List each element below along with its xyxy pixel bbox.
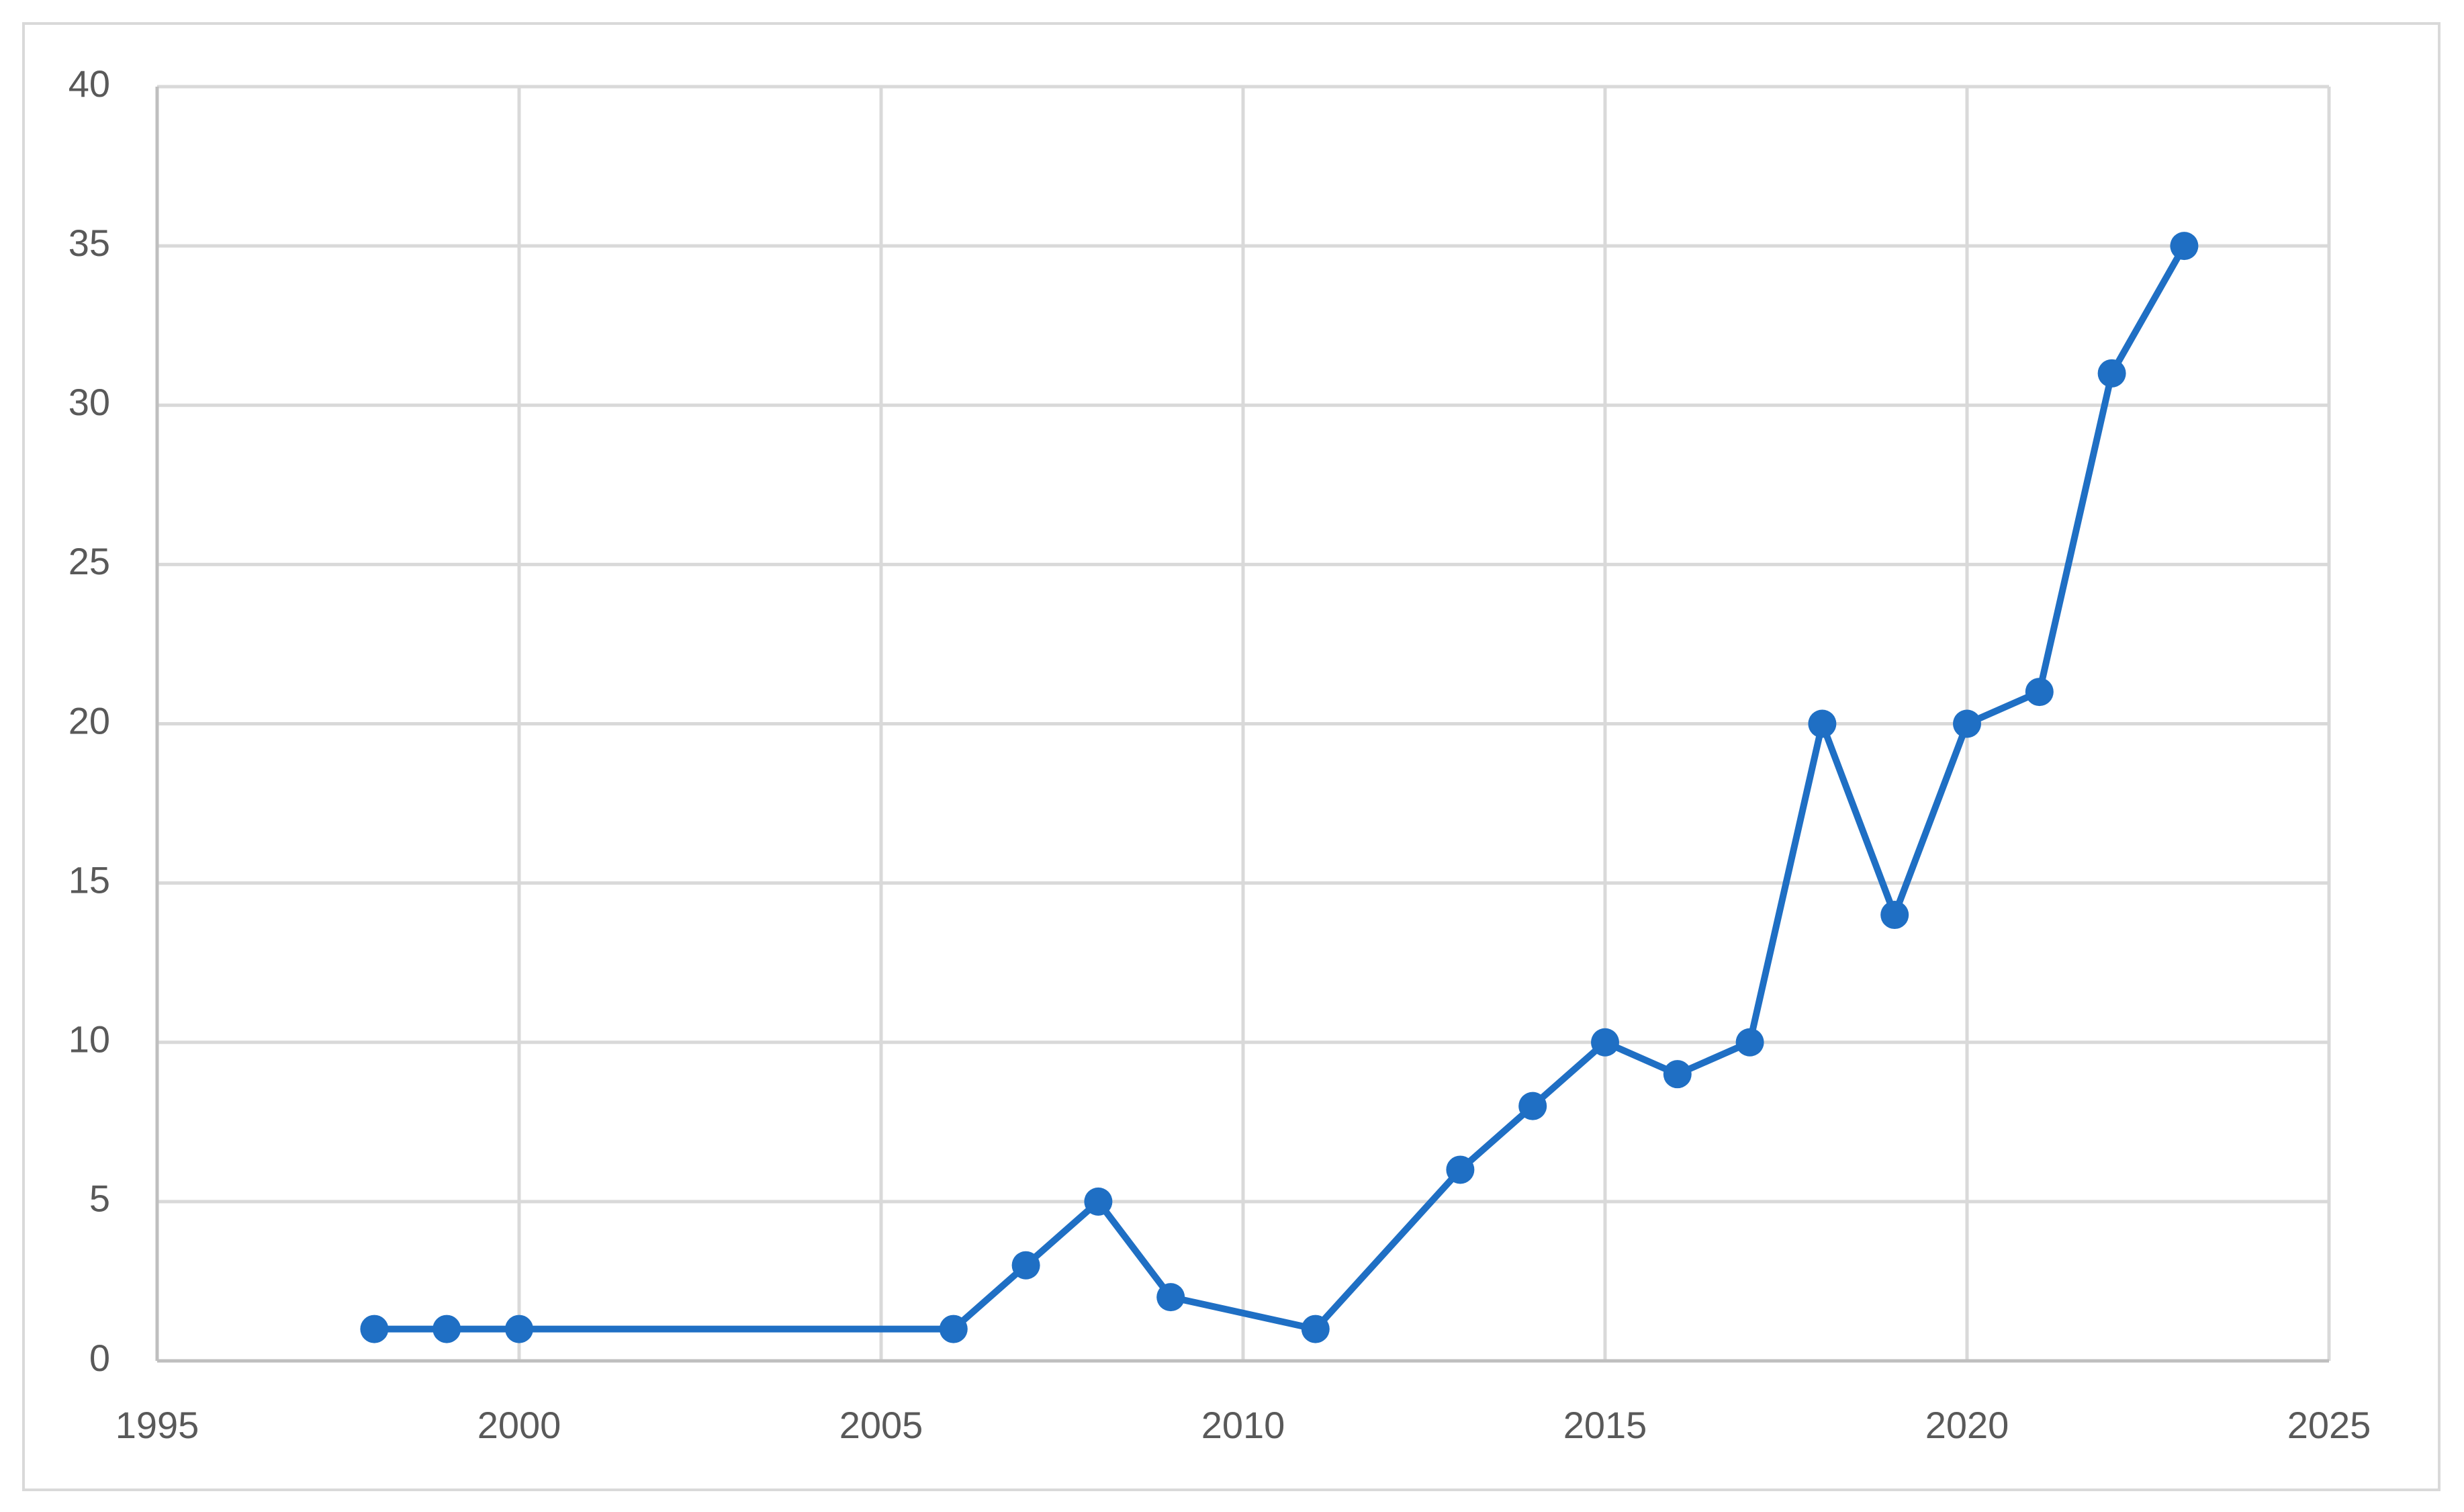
data-point (1518, 1092, 1547, 1120)
y-tick-label: 35 (69, 222, 110, 264)
data-point (1880, 901, 1909, 930)
data-point (360, 1315, 389, 1343)
data-point (1808, 709, 1837, 738)
data-point (1011, 1251, 1040, 1280)
y-tick-label: 20 (69, 699, 110, 742)
x-tick-label: 2025 (2287, 1404, 2371, 1446)
y-tick-label: 5 (89, 1177, 110, 1220)
data-point (939, 1315, 968, 1343)
data-point (2097, 359, 2126, 388)
y-tick-label: 30 (69, 381, 110, 423)
data-point (432, 1315, 461, 1343)
data-point (1446, 1155, 1475, 1184)
y-tick-label: 10 (69, 1018, 110, 1061)
x-tick-label: 2000 (477, 1404, 561, 1446)
y-tick-label: 40 (69, 62, 110, 105)
x-tick-label: 2015 (1563, 1404, 1647, 1446)
data-point (1953, 709, 1981, 738)
data-point (2170, 232, 2199, 261)
data-point (1663, 1060, 1692, 1089)
data-point (505, 1315, 533, 1343)
data-point (1084, 1187, 1113, 1216)
data-point (1735, 1028, 1764, 1057)
x-tick-label: 2010 (1201, 1404, 1285, 1446)
x-tick-label: 1995 (116, 1404, 199, 1446)
x-tick-label: 2005 (839, 1404, 923, 1446)
x-tick-label: 2020 (1925, 1404, 2009, 1446)
y-tick-label: 15 (69, 858, 110, 901)
data-point (1156, 1283, 1185, 1312)
data-point (2025, 678, 2054, 707)
data-point (1301, 1315, 1330, 1343)
chart-border (22, 22, 2440, 1491)
data-point (1591, 1028, 1619, 1057)
y-tick-label: 25 (69, 540, 110, 582)
y-tick-label: 0 (89, 1337, 110, 1379)
